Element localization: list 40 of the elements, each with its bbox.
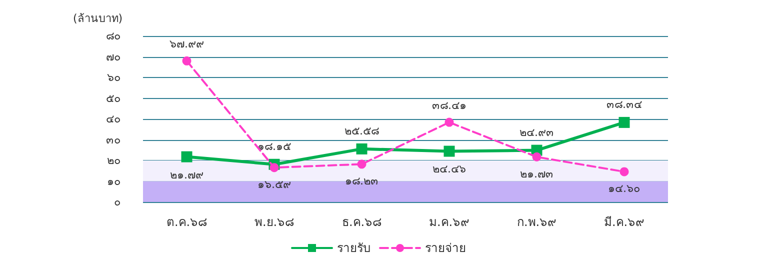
point <box>182 56 192 66</box>
x-tick-label: มี.ค.๖๙ <box>604 215 645 229</box>
data-label: ๑๘.๒๓ <box>345 174 378 188</box>
data-label: ๒๔.๔๖ <box>432 162 466 176</box>
data-label: ๒๑.๗๓ <box>520 167 554 180</box>
point <box>181 151 192 162</box>
data-label: ๓๘.๔๑ <box>432 98 466 112</box>
y-tick-label: ๔๐ <box>106 112 121 126</box>
y-tick-label: ๑๐ <box>107 174 121 188</box>
x-tick-label: ก.พ.๖๙ <box>516 215 557 229</box>
legend-label: รายรับ <box>337 241 371 255</box>
data-label: ๒๑.๗๙ <box>170 168 204 182</box>
point <box>532 152 542 162</box>
data-label: ๑๔.๖๐ <box>608 182 640 196</box>
legend-label: รายจ่าย <box>425 241 466 255</box>
x-tick-label: ม.ค.๖๙ <box>428 215 470 229</box>
point <box>356 143 368 154</box>
x-tick-label: ต.ค.๖๘ <box>166 215 208 229</box>
x-tick-label: ธ.ค.๖๘ <box>342 215 382 229</box>
data-label: ๒๕.๕๘ <box>344 124 379 138</box>
point <box>444 118 454 127</box>
point <box>357 160 366 169</box>
y-tick-label: ๕๐ <box>106 92 121 105</box>
y-tick-label: ๖๐ <box>107 71 121 84</box>
point <box>444 146 455 157</box>
data-label: ๑๘.๑๕ <box>258 140 291 153</box>
y-tick-label: ๘๐ <box>106 30 121 42</box>
data-label: ๒๔.๙๓ <box>520 126 554 139</box>
point <box>620 167 629 176</box>
point <box>270 163 279 172</box>
y-tick-label: ๒๐ <box>107 154 121 167</box>
y-tick-label: ๓๐ <box>106 133 121 146</box>
y-tick-label: ๐ <box>114 196 121 208</box>
data-label: ๑๖.๕๙ <box>258 178 291 192</box>
y-tick-label: ๗๐ <box>106 50 121 64</box>
y-axis-title: (ล้านบาท) <box>73 12 123 25</box>
point <box>618 116 630 128</box>
data-label: ๖๗.๙๙ <box>170 37 204 50</box>
x-tick-label: พ.ย.๖๘ <box>254 215 294 229</box>
data-label: ๓๘.๓๔ <box>606 98 642 111</box>
